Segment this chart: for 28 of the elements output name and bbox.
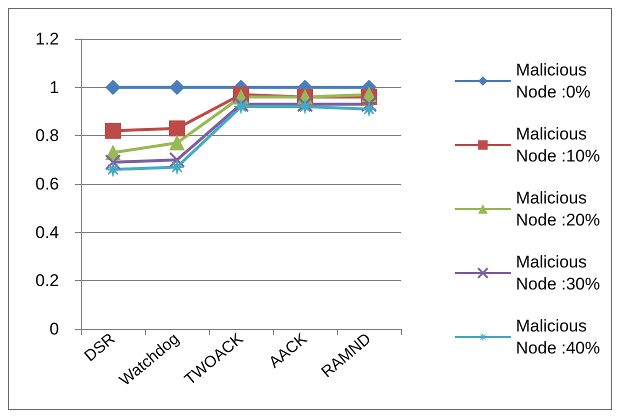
y-tick-label: 0 — [50, 320, 59, 338]
y-tick-label: 1.2 — [35, 30, 59, 48]
point — [170, 80, 184, 95]
legend-label: Malicious Node :30% — [516, 252, 600, 294]
legend-label: Malicious Node :20% — [516, 188, 600, 230]
x-tick-label: DSR — [82, 330, 118, 366]
legend-label: Malicious Node :10% — [516, 124, 600, 166]
y-tick-label: 0.8 — [35, 126, 59, 146]
point — [169, 120, 185, 136]
point — [169, 152, 185, 168]
legend-label: Malicious Node :40% — [516, 316, 600, 358]
point — [297, 96, 313, 112]
y-tick-label: 1 — [50, 78, 59, 97]
legend-label: Malicious Node :0% — [516, 60, 591, 102]
point — [234, 99, 248, 114]
point — [362, 102, 376, 117]
point — [298, 99, 312, 114]
point — [105, 122, 121, 139]
point — [170, 160, 184, 175]
y-tick-label: 0.6 — [35, 174, 59, 194]
point — [105, 154, 121, 170]
point — [233, 96, 249, 112]
point — [106, 162, 120, 177]
y-tick-label: 0.2 — [35, 271, 59, 290]
point — [106, 80, 120, 95]
point — [170, 135, 184, 150]
y-tick-label: 0.4 — [35, 222, 59, 242]
point — [361, 96, 377, 112]
